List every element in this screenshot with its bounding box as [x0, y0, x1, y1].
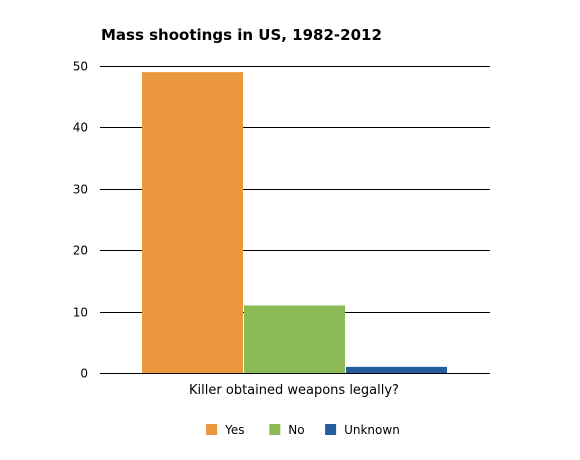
- y-tick-label-10: 10: [73, 306, 88, 320]
- y-tick-label-50: 50: [73, 60, 88, 74]
- legend-swatch-yes: [206, 424, 218, 435]
- chart-title: Mass shootings in US, 1982-2012: [101, 26, 382, 44]
- bar-yes: [142, 72, 243, 373]
- y-tick-label-30: 30: [73, 183, 88, 197]
- y-tick-label-40: 40: [73, 121, 88, 135]
- legend-swatch-no: [269, 424, 281, 435]
- legend-label-unknown: Unknown: [344, 423, 400, 437]
- x-axis-label: Killer obtained weapons legally?: [189, 383, 399, 398]
- legend: Yes No Unknown: [206, 423, 400, 437]
- y-tick-label-20: 20: [73, 244, 88, 258]
- bars: [142, 72, 447, 373]
- y-axis-ticks: 0 10 20 30 40 50: [73, 60, 88, 381]
- legend-label-yes: Yes: [224, 423, 244, 437]
- legend-label-no: No: [288, 423, 304, 437]
- legend-swatch-unknown: [325, 424, 337, 435]
- bar-unknown: [346, 366, 447, 373]
- y-tick-label-0: 0: [80, 367, 88, 381]
- bar-no: [244, 305, 345, 373]
